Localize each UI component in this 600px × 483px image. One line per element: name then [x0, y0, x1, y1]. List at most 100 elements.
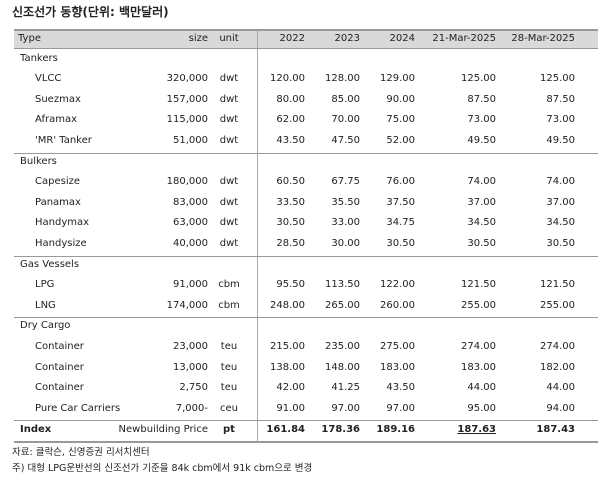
cell: 28.50 [276, 237, 305, 249]
cell: 30.50 [546, 237, 575, 249]
cell: 87.50 [467, 93, 496, 105]
cell: 255.00 [461, 299, 496, 311]
cell: 80.00 [276, 93, 305, 105]
title: 신조선가 동향(단위: 백만달러) [12, 5, 169, 19]
note: 주) 대형 LPG운반선의 신조선가 기준을 84k cbm에서 91k cbm… [12, 463, 313, 474]
cell: 62.00 [276, 114, 305, 126]
cell: 87.50 [546, 93, 575, 105]
cell: 42.00 [276, 382, 305, 394]
cell: 52.00 [386, 134, 415, 146]
cell: 97.00 [386, 402, 415, 414]
cell: 128.00 [325, 73, 360, 85]
cell: 138.00 [270, 361, 305, 373]
cell: 44.00 [546, 382, 575, 394]
index-cell: Index [20, 424, 52, 436]
group-name: Gas Vessels [20, 258, 80, 270]
cell: 37.50 [386, 196, 415, 208]
cell: 30.00 [331, 237, 360, 249]
cell: 23,000 [173, 340, 208, 352]
rule [14, 317, 598, 319]
cell: dwt [219, 93, 239, 105]
cell: 121.50 [461, 279, 496, 291]
index-cell: 178.36 [321, 424, 360, 436]
cell: 113.50 [325, 279, 360, 291]
cell: teu [220, 340, 238, 352]
cell: 30.50 [386, 237, 415, 249]
cell: VLCC [35, 73, 62, 85]
cell: Handymax [35, 217, 90, 229]
cell: dwt [219, 196, 239, 208]
cell: 180,000 [166, 176, 208, 188]
cell: 74.00 [467, 176, 496, 188]
cell: LNG [35, 299, 56, 311]
header-cell: 2022 [279, 33, 305, 44]
cell: dwt [219, 237, 239, 249]
cell: LPG [35, 279, 55, 291]
cell: 83,000 [173, 196, 208, 208]
cell: 47.50 [331, 134, 360, 146]
cell: dwt [219, 114, 239, 126]
cell: 33.00 [331, 217, 360, 229]
cell: 37.00 [467, 196, 496, 208]
cell: 74.00 [546, 176, 575, 188]
cell: 95.50 [276, 279, 305, 291]
group-name: Tankers [20, 52, 58, 64]
cell: 265.00 [325, 299, 360, 311]
cell: teu [220, 382, 238, 394]
index-cell: 161.84 [266, 424, 305, 436]
cell: 70.00 [331, 114, 360, 126]
cell: 43.50 [386, 382, 415, 394]
cell: 183.00 [380, 361, 415, 373]
cell: 67.75 [331, 176, 360, 188]
cell: 260.00 [380, 299, 415, 311]
index-cell: 187.63 [457, 424, 496, 436]
cell: 275.00 [380, 340, 415, 352]
cell: 75.00 [386, 114, 415, 126]
cell: 95.00 [467, 402, 496, 414]
cell: dwt [219, 134, 239, 146]
cell: 60.50 [276, 176, 305, 188]
cell: 235.00 [325, 340, 360, 352]
header-cell: 2023 [334, 33, 360, 44]
header-cell: 21-Mar-2025 [432, 33, 496, 44]
cell: Pure Car Carriers [35, 402, 121, 414]
cell: Container [35, 361, 84, 373]
header-cell: Type [18, 33, 41, 44]
cell: 90.00 [386, 93, 415, 105]
cell: 215.00 [270, 340, 305, 352]
rule [14, 152, 598, 154]
cell: 121.50 [540, 279, 575, 291]
cell: 115,000 [166, 114, 208, 126]
cell: Container [35, 382, 84, 394]
cell: 43.50 [276, 134, 305, 146]
index-cell: 187.43 [536, 424, 575, 436]
header-cell: 2024 [389, 33, 415, 44]
cell: 34.75 [386, 217, 415, 229]
cell: Capesize [35, 176, 80, 188]
cell: 63,000 [173, 217, 208, 229]
rule [14, 441, 598, 444]
cell: 76.00 [386, 176, 415, 188]
cell: Handysize [35, 237, 87, 249]
cell: 73.00 [546, 114, 575, 126]
cell: 34.50 [467, 217, 496, 229]
cell: 91,000 [173, 279, 208, 291]
cell: 174,000 [166, 299, 208, 311]
cell: 33.50 [276, 196, 305, 208]
note: 자료: 클락슨, 신영증권 리서치센터 [12, 447, 150, 458]
cell: 94.00 [546, 402, 575, 414]
cell: 44.00 [467, 382, 496, 394]
cell: 148.00 [325, 361, 360, 373]
header-cell: 28-Mar-2025 [511, 33, 575, 44]
cell: 274.00 [461, 340, 496, 352]
cell: 85.00 [331, 93, 360, 105]
cell: 'MR' Tanker [35, 134, 92, 146]
cell: 125.00 [540, 73, 575, 85]
cell: 91.00 [276, 402, 305, 414]
header-cell: unit [219, 33, 239, 44]
cell: 40,000 [173, 237, 208, 249]
cell: 157,000 [166, 93, 208, 105]
header-cell: size [188, 33, 208, 44]
cell: 30.50 [276, 217, 305, 229]
cell: 97.00 [331, 402, 360, 414]
